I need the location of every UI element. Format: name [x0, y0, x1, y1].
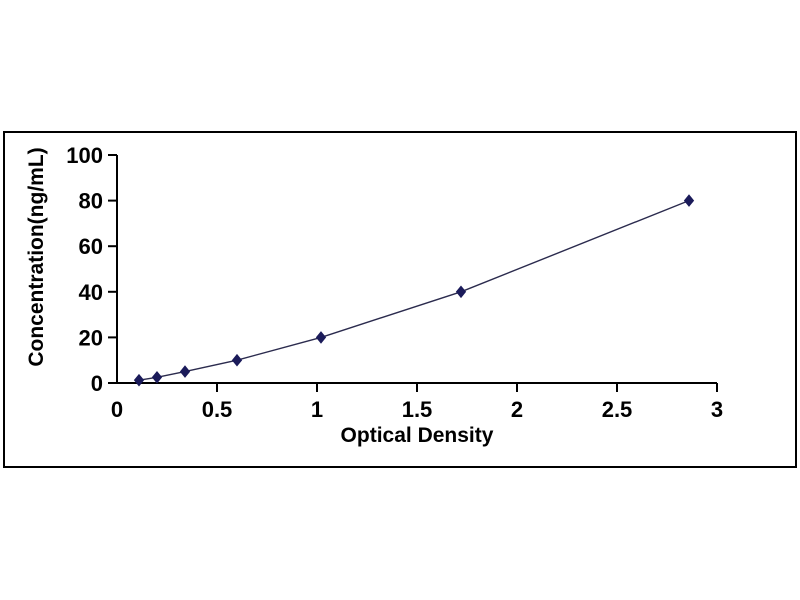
x-tick-label: 0.5 [202, 397, 233, 422]
data-point-marker [133, 373, 145, 387]
data-point-marker [455, 285, 467, 299]
data-point-marker [151, 371, 163, 384]
data-point-marker [683, 194, 695, 207]
y-tick-label: 40 [79, 280, 103, 305]
data-point-marker [179, 365, 191, 378]
data-point-marker [315, 331, 327, 344]
y-tick-label: 0 [91, 371, 103, 396]
x-tick-label: 2 [511, 397, 523, 422]
x-tick-label: 3 [711, 397, 723, 422]
y-tick-label: 60 [79, 234, 103, 259]
x-tick-label: 0 [111, 397, 123, 422]
x-tick-label: 2.5 [602, 397, 633, 422]
y-axis-title: Concentration(ng/mL) [25, 147, 48, 367]
x-tick-label: 1 [311, 397, 323, 422]
x-tick-label: 1.5 [402, 397, 433, 422]
series-line [138, 199, 690, 381]
y-tick-label: 80 [79, 189, 103, 214]
axes [116, 155, 717, 384]
data-point-marker [231, 353, 243, 367]
x-axis-title: Optical Density [340, 424, 494, 447]
y-tick-label: 100 [66, 143, 103, 168]
chart-frame [3, 131, 797, 468]
y-tick-label: 20 [79, 325, 103, 350]
